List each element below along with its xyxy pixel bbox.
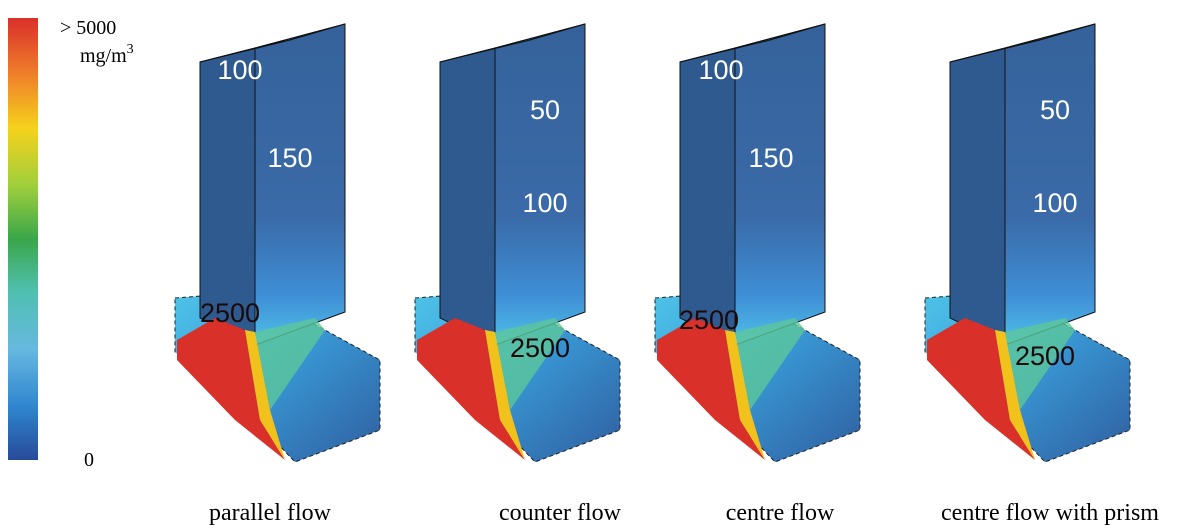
contour-label: 50 — [1040, 95, 1070, 125]
unit: mg/m — [80, 45, 127, 67]
colorbar-min: 0 — [84, 449, 94, 471]
column-left — [440, 48, 495, 345]
panel-caption: parallel flow — [209, 500, 332, 526]
contour-label: 150 — [748, 143, 793, 173]
column-front — [735, 24, 825, 345]
contour-label: 2500 — [679, 305, 739, 335]
contour-label: 100 — [522, 188, 567, 218]
contour-label: 2500 — [510, 333, 570, 363]
column-front — [255, 24, 345, 345]
colorbar-max: > 5000 — [60, 17, 116, 39]
panel: 50 100 2500 — [925, 24, 1130, 462]
contour-label: 2500 — [200, 298, 260, 328]
contour-label: 100 — [1032, 188, 1077, 218]
contour-label: 2500 — [1015, 341, 1075, 371]
unit-exponent: 3 — [127, 42, 134, 57]
colorbar — [8, 18, 38, 460]
panel-caption: centre flow with prism — [941, 500, 1159, 526]
contour-label: 100 — [698, 55, 743, 85]
panel: 100 150 2500 — [655, 24, 860, 462]
panel-caption: counter flow — [499, 500, 622, 526]
contour-label: 150 — [267, 143, 312, 173]
column-left — [950, 48, 1005, 345]
figure: > 5000 mg/m3 0 100 150 2500 parallel flow 50… — [0, 0, 1182, 532]
contour-label: 50 — [530, 95, 560, 125]
colorbar-unit: mg/m3 — [80, 42, 134, 67]
column-front — [495, 24, 585, 345]
contour-label: 100 — [217, 55, 262, 85]
panel-caption: centre flow — [726, 500, 835, 526]
column-left — [680, 48, 735, 345]
panel: 50 100 2500 — [415, 24, 620, 462]
column-front — [1005, 24, 1095, 345]
panel: 100 150 2500 — [175, 24, 380, 462]
